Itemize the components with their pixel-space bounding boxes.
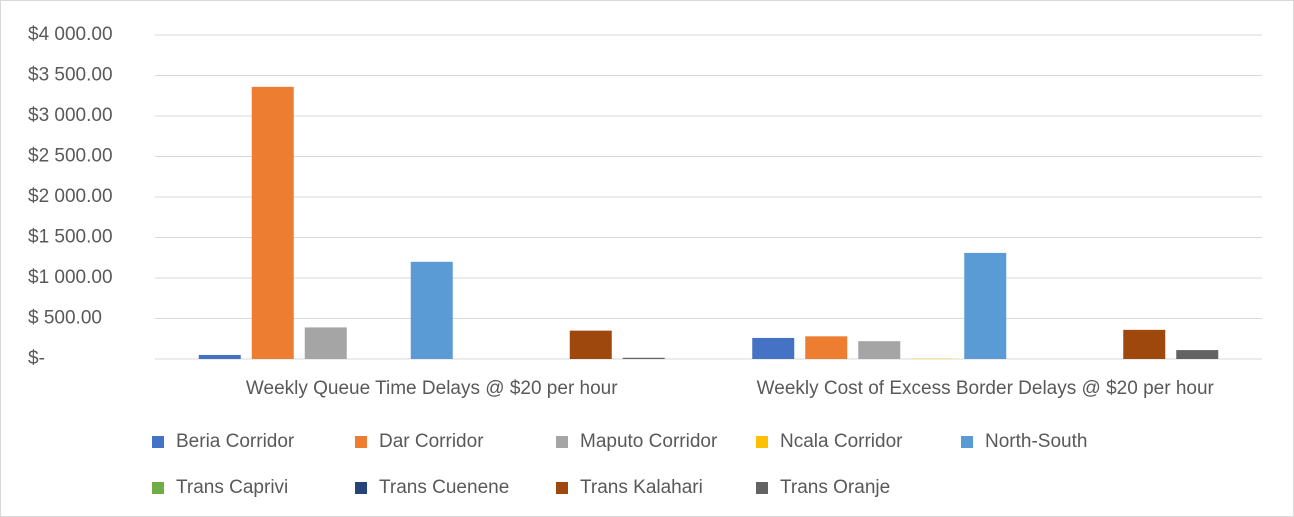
legend-swatch xyxy=(756,482,768,494)
y-tick-label: $- xyxy=(28,348,45,369)
x-tick-label: Weekly Queue Time Delays @ $20 per hour xyxy=(246,378,618,399)
bar xyxy=(304,327,347,359)
legend-swatch xyxy=(355,436,367,448)
legend-label: Maputo Corridor xyxy=(580,431,718,452)
legend-label: Trans Kalahari xyxy=(580,477,703,498)
y-tick-label: $4 000.00 xyxy=(28,24,113,45)
legend-label: North-South xyxy=(985,431,1087,452)
legend-swatch xyxy=(756,436,768,448)
bar xyxy=(1176,350,1219,359)
legend-swatch xyxy=(556,482,568,494)
bar xyxy=(752,337,795,359)
legend-swatch xyxy=(355,482,367,494)
y-tick-label: $ 500.00 xyxy=(28,308,102,329)
bar xyxy=(805,336,848,359)
bar xyxy=(569,330,612,359)
y-tick-label: $1 000.00 xyxy=(28,267,113,288)
legend-label: Beria Corridor xyxy=(176,431,295,452)
legend-swatch xyxy=(152,482,164,494)
bar xyxy=(251,86,294,359)
legend-label: Trans Oranje xyxy=(780,477,890,498)
bar xyxy=(1123,329,1166,359)
legend-label: Ncala Corridor xyxy=(780,431,903,452)
y-tick-label: $2 000.00 xyxy=(28,186,113,207)
x-tick-label: Weekly Cost of Excess Border Delays @ $2… xyxy=(757,378,1215,399)
legend-swatch xyxy=(961,436,973,448)
y-tick-label: $2 500.00 xyxy=(28,146,113,167)
legend-label: Trans Cuenene xyxy=(379,477,509,498)
bar xyxy=(198,354,241,359)
legend-label: Trans Caprivi xyxy=(176,477,288,498)
y-tick-label: $3 000.00 xyxy=(28,105,113,126)
bar xyxy=(858,341,901,359)
bar xyxy=(964,252,1007,359)
legend-swatch xyxy=(556,436,568,448)
bar xyxy=(410,261,453,359)
legend-label: Dar Corridor xyxy=(379,431,484,452)
y-tick-label: $3 500.00 xyxy=(28,65,113,86)
bar xyxy=(622,357,665,359)
y-tick-label: $1 500.00 xyxy=(28,227,113,248)
legend-swatch xyxy=(152,436,164,448)
